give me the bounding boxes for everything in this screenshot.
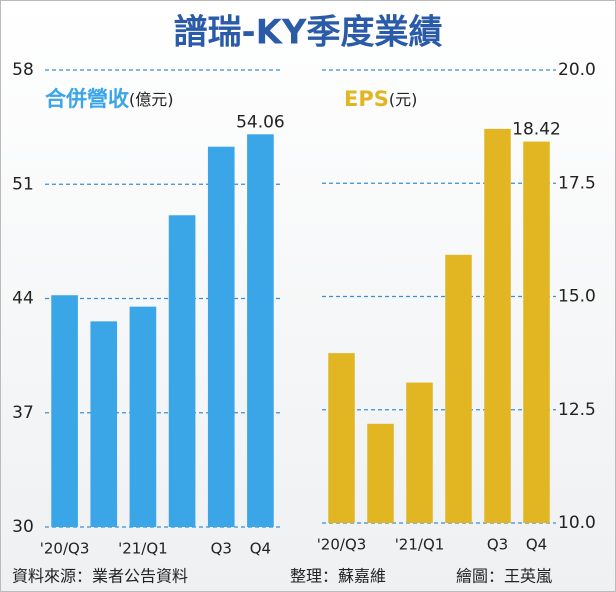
y-tick-label: 20.0 xyxy=(558,60,596,80)
value-label: 18.42 xyxy=(512,120,561,140)
y-tick-label: 10.0 xyxy=(558,513,596,533)
y-tick-label: 12.5 xyxy=(558,400,596,420)
y-tick-label: 37 xyxy=(12,403,34,423)
illustrated-by: 繪圖：王英嵐 xyxy=(456,567,552,586)
compiled-by: 整理：蘇嘉維 xyxy=(290,567,386,586)
bar xyxy=(207,146,235,528)
value-label: 54.06 xyxy=(236,112,285,132)
x-tick-label: Q4 xyxy=(250,540,271,558)
bar xyxy=(90,321,118,527)
bar xyxy=(328,353,355,523)
series-label: 合併營收(億元) xyxy=(45,87,174,111)
y-tick-label: 58 xyxy=(12,60,34,80)
bar xyxy=(168,215,196,527)
bar xyxy=(51,295,78,527)
x-tick-label: Q3 xyxy=(211,540,232,558)
bar xyxy=(445,254,472,523)
bar xyxy=(484,128,511,523)
x-tick-label: Q3 xyxy=(487,536,508,554)
bar xyxy=(129,306,157,527)
source: 資料來源：業者公告資料 xyxy=(12,567,188,586)
unit: (億元) xyxy=(129,90,174,109)
y-tick-label: 30 xyxy=(12,517,34,537)
series-name: 合併營收 xyxy=(45,87,129,111)
unit: (元) xyxy=(389,90,418,109)
y-tick-label: 17.5 xyxy=(558,173,596,193)
x-tick-label: '21/Q1 xyxy=(118,540,168,558)
series-label: EPS(元) xyxy=(344,87,417,111)
series-name: EPS xyxy=(344,87,389,111)
bar xyxy=(247,134,274,527)
bar xyxy=(367,423,394,523)
x-tick-label: '20/Q3 xyxy=(317,536,367,554)
x-tick-label: '20/Q3 xyxy=(40,540,90,558)
bar xyxy=(523,141,550,523)
bar xyxy=(406,382,433,523)
x-tick-label: Q4 xyxy=(526,536,547,554)
page-title: 譜瑞-KY季度業績 xyxy=(173,13,442,53)
y-tick-label: 51 xyxy=(12,174,34,194)
y-tick-label: 15.0 xyxy=(558,287,596,307)
x-tick-label: '21/Q1 xyxy=(395,536,445,554)
y-tick-label: 44 xyxy=(12,289,34,309)
